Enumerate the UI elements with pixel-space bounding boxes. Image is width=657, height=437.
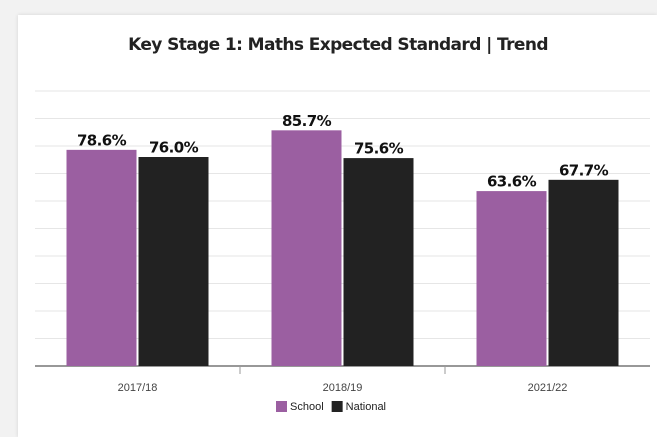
value-label: 75.6% bbox=[354, 140, 404, 158]
value-label: 67.7% bbox=[559, 161, 609, 179]
legend-label: School bbox=[290, 401, 324, 413]
legend-label: National bbox=[346, 401, 386, 413]
value-label: 76.0% bbox=[149, 139, 199, 157]
bar bbox=[138, 157, 209, 366]
x-tick-label: 2017/18 bbox=[118, 382, 158, 394]
bar bbox=[66, 149, 137, 366]
chart-title: Key Stage 1: Maths Expected Standard | T… bbox=[128, 35, 548, 55]
value-label: 78.6% bbox=[77, 131, 127, 149]
legend-swatch bbox=[331, 401, 343, 412]
x-tick-label: 2021/22 bbox=[528, 382, 568, 394]
value-label: 63.6% bbox=[487, 173, 537, 191]
bar bbox=[271, 130, 342, 366]
bar bbox=[548, 179, 619, 366]
bar bbox=[343, 158, 414, 366]
bar bbox=[476, 191, 547, 366]
x-tick-label: 2018/19 bbox=[323, 382, 363, 394]
value-label: 85.7% bbox=[282, 112, 332, 130]
legend-swatch bbox=[276, 401, 287, 412]
